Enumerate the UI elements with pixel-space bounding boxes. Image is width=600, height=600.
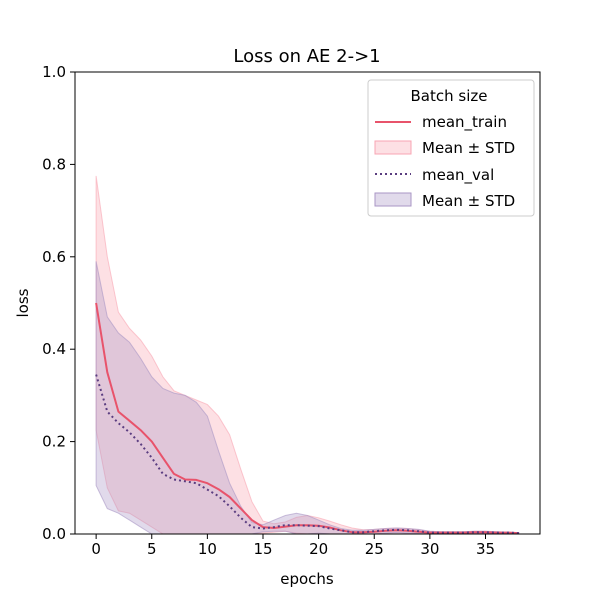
x-tick-label: 30 <box>420 540 439 558</box>
legend-label-val-std: Mean ± STD <box>422 192 515 210</box>
y-tick-label: 0.4 <box>42 340 66 358</box>
y-tick-label: 1.0 <box>42 63 66 81</box>
x-tick-label: 0 <box>91 540 101 558</box>
x-tick-label: 10 <box>198 540 217 558</box>
y-tick-label: 0.8 <box>42 155 66 173</box>
y-tick-label: 0.0 <box>42 525 66 543</box>
x-tick-label: 20 <box>309 540 328 558</box>
x-tick-label: 5 <box>147 540 157 558</box>
y-tick-label: 0.2 <box>42 433 66 451</box>
x-tick-label: 35 <box>476 540 495 558</box>
x-tick-label: 15 <box>253 540 272 558</box>
axes: 0 5 10 15 20 25 30 35 0.0 0.2 0.4 0.6 0.8 1.0 <box>42 63 541 558</box>
plot-frame <box>74 71 541 535</box>
chart-title: Loss on AE 2->1 <box>233 46 380 67</box>
x-tick-label: 25 <box>365 540 384 558</box>
legend: Batch size mean_train Mean ± STD mean_va… <box>367 79 535 217</box>
legend-title: Batch size <box>411 87 488 105</box>
legend-swatch-train-std <box>374 140 412 155</box>
legend-swatch-val-std <box>374 192 412 207</box>
y-tick-label: 0.6 <box>42 248 66 266</box>
legend-label-mean-train: mean_train <box>422 113 507 132</box>
mean-lines <box>95 302 519 535</box>
y-axis-label: loss <box>14 288 32 317</box>
legend-label-train-std: Mean ± STD <box>422 139 515 157</box>
legend-frame <box>367 79 535 217</box>
series-line-mean_val <box>95 374 519 535</box>
legend-label-mean-val: mean_val <box>422 166 494 185</box>
x-axis-label: epochs <box>280 570 334 588</box>
